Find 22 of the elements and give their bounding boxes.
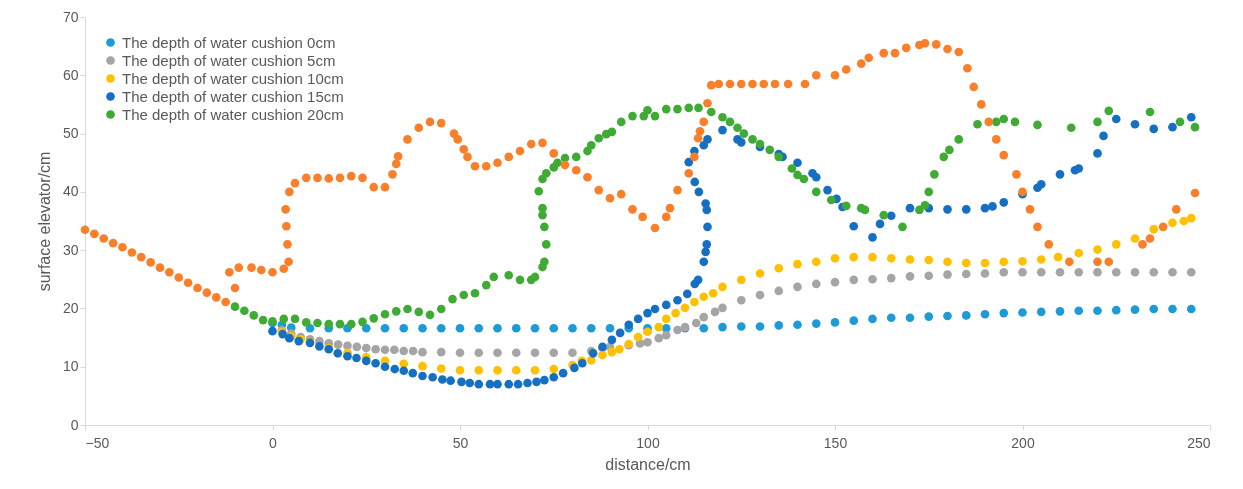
legend-label: The depth of water cushion 5cm bbox=[122, 51, 336, 69]
x-tick-label: 200 bbox=[1011, 434, 1035, 451]
x-tick-label: 50 bbox=[452, 434, 469, 451]
x-tick-label: 150 bbox=[823, 434, 848, 451]
y-tick-label: 20 bbox=[62, 299, 79, 316]
legend-label: The depth of water cushion 10cm bbox=[122, 69, 344, 87]
legend-label: The depth of water cushion 0cm bbox=[122, 33, 336, 51]
y-tick-label: 10 bbox=[62, 358, 79, 375]
y-axis-title: surface elevator/cm bbox=[35, 151, 53, 292]
legend-label: The depth of water cushion 15cm bbox=[122, 87, 344, 105]
x-tick-label: 250 bbox=[1187, 434, 1211, 451]
legend-label: The depth of water cushion 20cm bbox=[122, 105, 344, 123]
y-tick-label: 70 bbox=[62, 8, 79, 25]
y-tick-label: 30 bbox=[62, 241, 79, 258]
y-tick-label: 60 bbox=[62, 66, 79, 83]
x-tick-label: 0 bbox=[269, 434, 278, 451]
x-tick-label: −50 bbox=[85, 434, 110, 451]
x-axis-title: distance/cm bbox=[605, 455, 691, 473]
y-tick-label: 50 bbox=[62, 125, 79, 142]
y-tick-label: 40 bbox=[62, 183, 79, 200]
y-tick-label: 0 bbox=[70, 416, 79, 433]
x-tick-label: 100 bbox=[636, 434, 660, 451]
